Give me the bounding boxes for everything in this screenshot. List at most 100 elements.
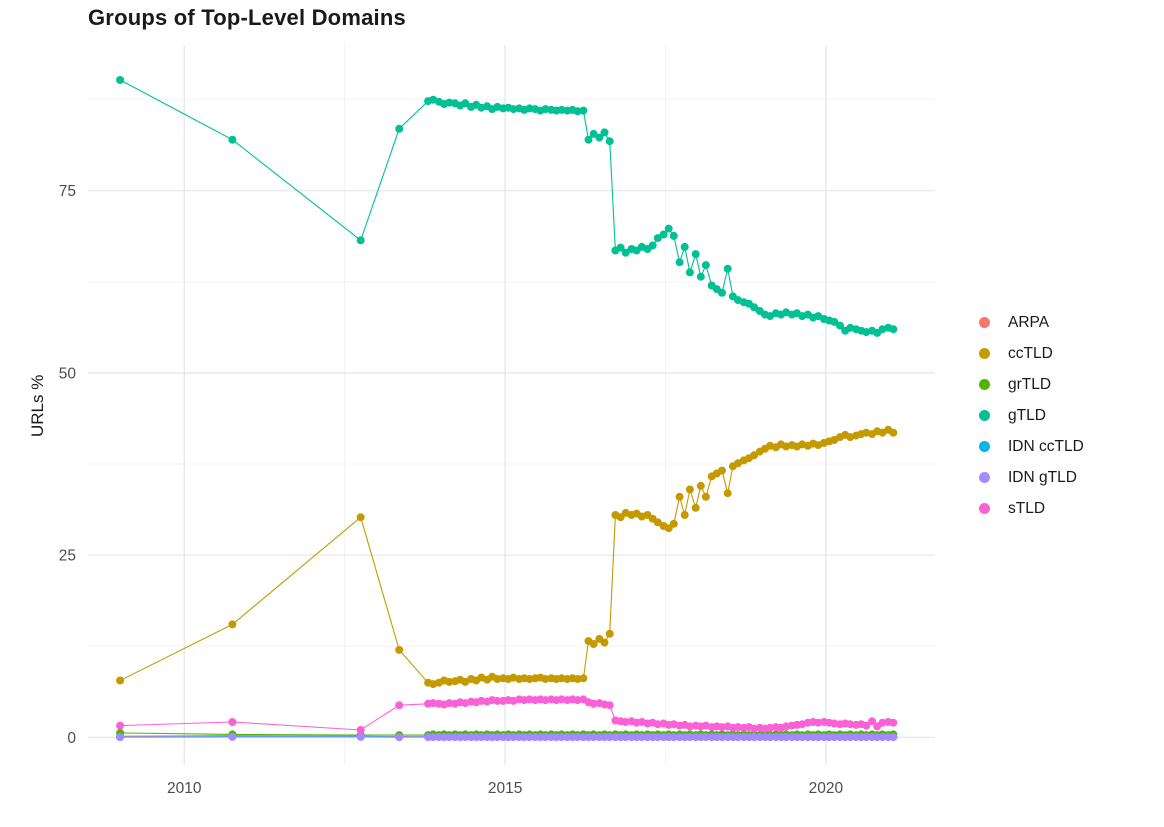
data-point-idn-gtld	[750, 733, 759, 742]
data-point-stld	[653, 720, 662, 729]
data-point-gtld	[595, 133, 604, 142]
data-point-idn-gtld	[862, 733, 871, 742]
data-point-stld	[766, 723, 775, 732]
data-point-gtld	[836, 321, 844, 330]
data-point-cctld	[669, 519, 678, 528]
data-point-stld	[395, 701, 404, 710]
data-point-stld	[429, 699, 438, 708]
legend-item-arpa: ARPA	[979, 312, 1084, 333]
data-point-cctld	[653, 518, 662, 527]
data-point-idn-gtld	[621, 733, 630, 742]
data-point-cctld	[680, 511, 689, 519]
data-point-gtld	[718, 288, 726, 297]
data-point-idn-gtld	[509, 733, 518, 742]
legend-item-grtld: grTLD	[979, 374, 1084, 395]
data-point-gtld	[589, 129, 598, 138]
data-point-gtld	[616, 243, 625, 252]
data-point-cctld	[493, 675, 502, 683]
legend-label: gTLD	[1008, 406, 1046, 424]
data-point-stld	[573, 696, 582, 705]
data-point-idn-gtld	[685, 733, 694, 742]
data-point-idn-gtld	[395, 733, 404, 742]
data-point-cctld	[718, 466, 726, 475]
y-axis-tick-label: 0	[67, 730, 76, 747]
legend-label: ARPA	[1008, 313, 1050, 331]
legend-label: grTLD	[1008, 375, 1052, 393]
data-point-stld	[228, 718, 237, 726]
data-point-cctld	[675, 492, 684, 501]
data-point-cctld	[589, 640, 598, 648]
data-point-stld	[868, 717, 877, 726]
data-point-stld	[356, 726, 365, 734]
data-point-cctld	[600, 638, 609, 647]
data-point-idn-gtld	[116, 733, 125, 742]
data-point-gtld	[228, 135, 237, 144]
data-point-gtld	[664, 224, 673, 233]
data-point-idn-gtld	[878, 733, 887, 742]
data-point-gtld	[750, 303, 759, 312]
data-point-gtld	[584, 135, 593, 144]
legend-item-idn-gtld: IDN gTLD	[979, 467, 1084, 488]
legend-key-dot-icon	[979, 317, 990, 328]
legend-key-dot-icon	[979, 472, 990, 483]
data-point-stld	[621, 718, 630, 726]
y-axis-tick-label: 75	[59, 183, 76, 200]
legend-key-dot-icon	[979, 348, 990, 359]
data-point-gtld	[509, 105, 518, 114]
data-point-stld	[862, 721, 871, 730]
chart-title: Groups of Top-Level Domains	[88, 5, 406, 30]
data-point-gtld	[701, 261, 710, 270]
legend-item-idn-cctld: IDN ccTLD	[979, 436, 1084, 457]
data-point-stld	[116, 721, 125, 730]
data-point-stld	[541, 696, 550, 705]
series-line-gtld	[119, 79, 894, 334]
data-point-cctld	[889, 428, 898, 437]
data-point-stld	[878, 718, 887, 727]
data-point-idn-gtld	[846, 733, 855, 742]
data-point-idn-gtld	[637, 733, 646, 742]
data-point-cctld	[750, 451, 759, 460]
data-point-cctld	[356, 513, 365, 522]
data-point-idn-gtld	[653, 733, 662, 742]
data-point-idn-gtld	[766, 733, 775, 742]
data-point-idn-gtld	[782, 733, 791, 742]
data-point-stld	[846, 720, 855, 729]
data-point-idn-gtld	[356, 732, 365, 741]
data-point-idn-gtld	[557, 733, 566, 742]
data-point-idn-gtld	[589, 733, 598, 742]
data-point-stld	[589, 699, 598, 708]
legend-key-dot-icon	[979, 379, 990, 390]
data-point-stld	[734, 723, 742, 732]
data-point-gtld	[696, 272, 705, 281]
data-point-cctld	[573, 675, 582, 683]
data-point-gtld	[579, 106, 588, 115]
data-point-cctld	[541, 675, 550, 683]
legend-key-dot-icon	[979, 410, 990, 421]
data-point-gtld	[889, 325, 898, 334]
data-point-cctld	[395, 645, 404, 654]
legend-label: IDN ccTLD	[1008, 437, 1084, 455]
data-point-idn-gtld	[228, 732, 237, 741]
data-point-gtld	[573, 107, 582, 116]
data-point-idn-gtld	[718, 733, 726, 742]
data-point-gtld	[685, 268, 694, 277]
data-point-gtld	[653, 234, 662, 243]
data-point-gtld	[659, 230, 668, 239]
data-point-gtld	[395, 124, 404, 133]
data-point-idn-gtld	[889, 733, 898, 742]
data-point-stld	[605, 701, 614, 710]
legend-label: sTLD	[1008, 499, 1046, 517]
data-point-stld	[889, 718, 898, 727]
data-point-idn-gtld	[701, 733, 710, 742]
data-point-gtld	[648, 241, 657, 250]
data-point-idn-gtld	[669, 733, 678, 742]
data-point-gtld	[830, 317, 839, 326]
data-point-idn-gtld	[429, 733, 438, 742]
x-axis-tick-label: 2015	[488, 780, 522, 797]
legend-item-cctld: ccTLD	[979, 343, 1084, 364]
data-point-gtld	[691, 250, 700, 259]
x-axis-tick-label: 2010	[167, 780, 202, 797]
data-point-stld	[477, 696, 486, 705]
legend-item-gtld: gTLD	[979, 405, 1084, 426]
